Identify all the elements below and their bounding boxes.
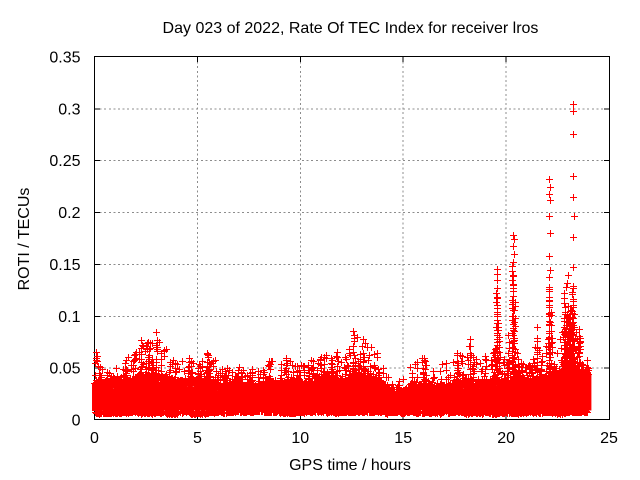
svg-text:15: 15 [394,430,412,447]
svg-text:0.3: 0.3 [58,101,80,118]
svg-text:0.2: 0.2 [58,205,80,222]
svg-text:0: 0 [90,430,99,447]
svg-text:0.05: 0.05 [49,361,80,378]
svg-text:0.1: 0.1 [58,309,80,326]
svg-text:ROTI / TECUs: ROTI / TECUs [16,188,33,291]
svg-text:10: 10 [291,430,309,447]
svg-text:0.15: 0.15 [49,257,80,274]
svg-text:0: 0 [72,413,81,430]
svg-text:25: 25 [600,430,618,447]
svg-text:Day 023 of 2022, Rate Of TEC I: Day 023 of 2022, Rate Of TEC Index for r… [163,20,539,37]
svg-text:GPS time / hours: GPS time / hours [289,457,411,474]
svg-text:5: 5 [193,430,202,447]
svg-text:0.35: 0.35 [49,50,80,67]
svg-text:20: 20 [497,430,515,447]
svg-text:0.25: 0.25 [49,153,80,170]
